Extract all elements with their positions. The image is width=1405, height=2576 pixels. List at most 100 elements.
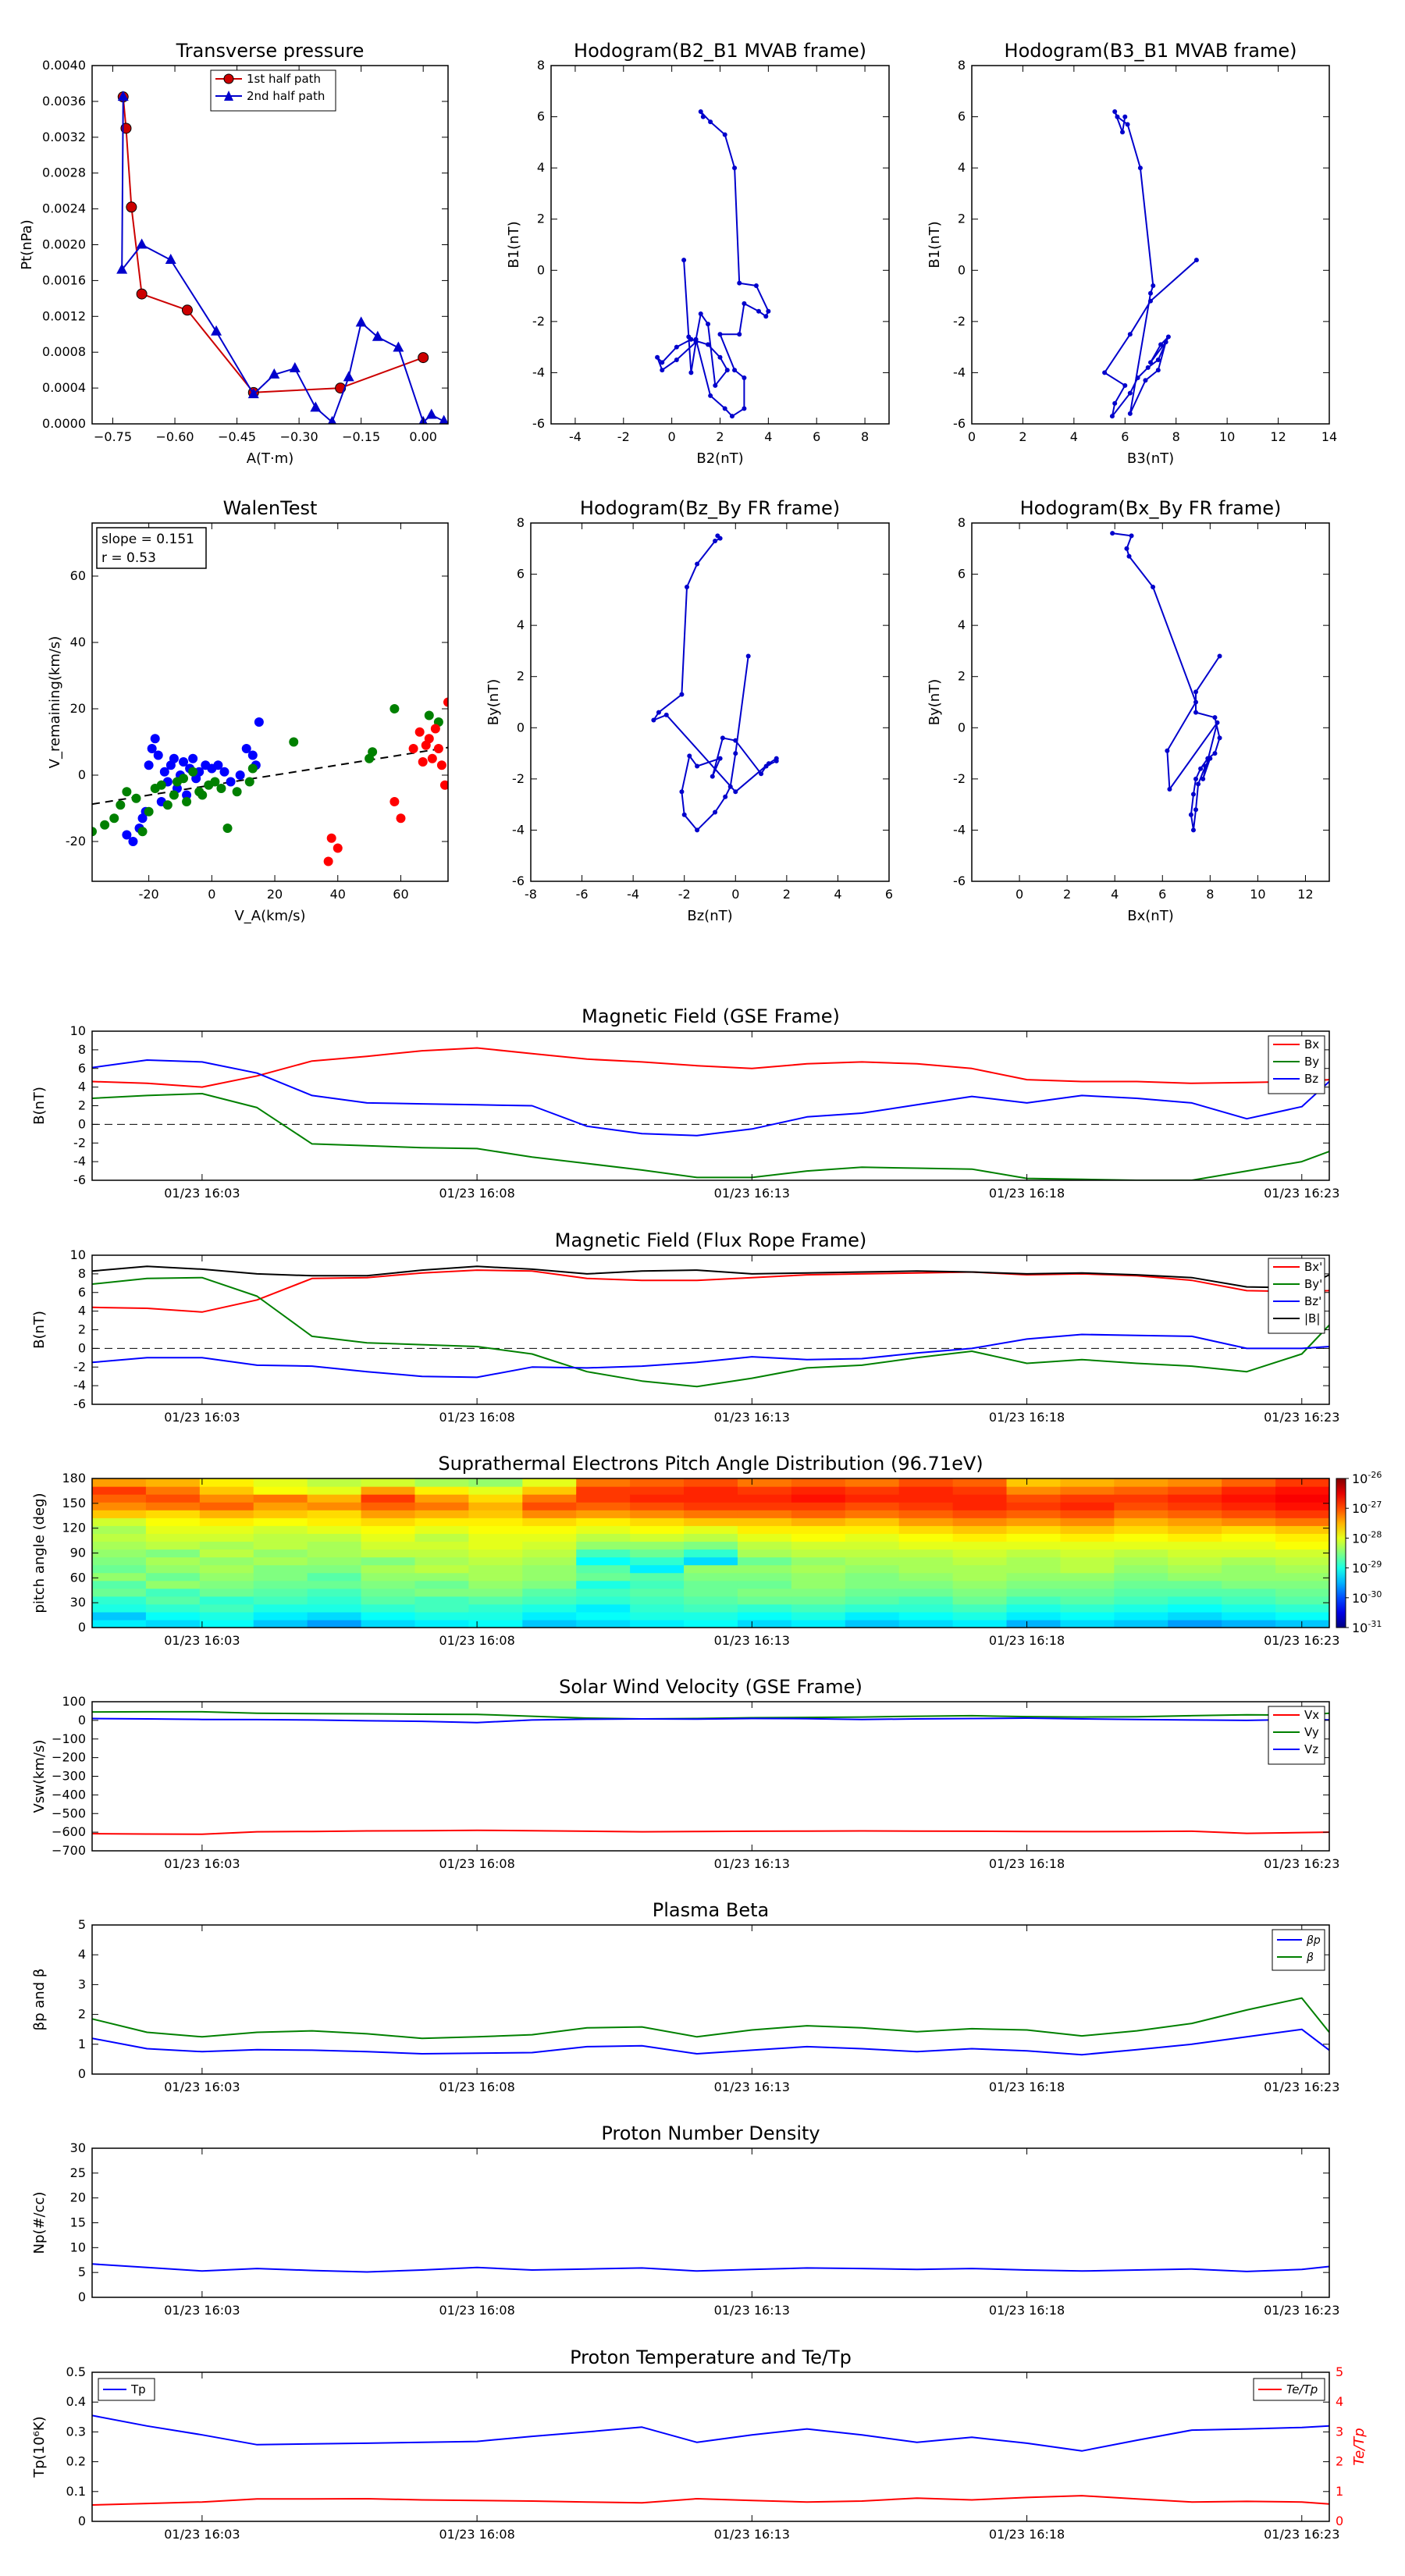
heatmap-cell xyxy=(1006,1611,1062,1621)
x-tick-label: 01/23 16:13 xyxy=(714,1186,790,1201)
data-point xyxy=(116,263,128,274)
heatmap-cell xyxy=(630,1478,685,1487)
heatmap-cell xyxy=(791,1611,846,1621)
x-tick-label: 01/23 16:13 xyxy=(714,2303,790,2318)
data-point xyxy=(724,368,730,373)
fit-line xyxy=(92,746,448,806)
legend-entry: Bx xyxy=(1304,1037,1319,1051)
heatmap-cell xyxy=(253,1525,308,1534)
heatmap-cell xyxy=(468,1502,523,1510)
heatmap-cell xyxy=(1006,1549,1062,1558)
plot-frame xyxy=(91,522,449,882)
heatmap-cell xyxy=(414,1510,469,1518)
x-tick-label: 0.00 xyxy=(409,429,437,444)
chart-title: Hodogram(B3_B1 MVAB frame) xyxy=(1005,40,1297,62)
y-tick-label: 0.0036 xyxy=(42,94,86,109)
heatmap-cell xyxy=(576,1541,631,1550)
heatmap-cell xyxy=(92,1494,147,1503)
heatmap-cell xyxy=(1006,1494,1062,1503)
heatmap-cell xyxy=(145,1510,201,1518)
x-tick-label: −0.75 xyxy=(94,429,132,444)
scatter-point xyxy=(216,784,226,793)
y-tick-label: 0.0024 xyxy=(42,201,86,216)
heatmap-cell xyxy=(791,1517,846,1526)
heatmap-cell xyxy=(414,1588,469,1597)
heatmap-cell xyxy=(253,1486,308,1495)
x-axis-label: Bx(nT) xyxy=(1127,908,1173,924)
heatmap-cell xyxy=(307,1478,362,1487)
heatmap-cell xyxy=(898,1611,954,1621)
scatter-point xyxy=(439,780,448,790)
colorbar-label: 10-31 xyxy=(1352,1619,1382,1635)
data-point xyxy=(774,756,779,761)
heatmap-cell xyxy=(576,1525,631,1534)
heatmap-cell xyxy=(576,1611,631,1621)
y-axis-label: Pt(nPa) xyxy=(19,219,35,269)
heatmap-cell xyxy=(414,1541,469,1550)
x-tick-label: 01/23 16:23 xyxy=(1264,1633,1339,1648)
y-tick-label: 0 xyxy=(78,2514,86,2528)
heatmap-cell xyxy=(791,1525,846,1534)
heatmap-cell xyxy=(1006,1572,1062,1582)
heatmap-cell xyxy=(361,1525,416,1534)
heatmap-cell xyxy=(1060,1494,1115,1503)
y-tick-label: −200 xyxy=(52,1750,86,1765)
chart-hodo4: Hodogram(Bx_By FR frame) 0 2 4 6 8 10 12 -6 -4 -2 0… xyxy=(927,497,1330,924)
x-tick-label: 01/23 16:08 xyxy=(439,1856,514,1871)
heatmap-cell xyxy=(737,1486,792,1495)
heatmap-cell xyxy=(1060,1502,1115,1510)
heatmap-cell xyxy=(253,1549,308,1558)
y-tick-label: -6 xyxy=(512,873,525,888)
x-tick-label: 01/23 16:18 xyxy=(989,1856,1065,1871)
y-tick-label: 6 xyxy=(958,109,966,124)
heatmap-cell xyxy=(414,1572,469,1582)
data-point xyxy=(1155,368,1161,373)
data-point xyxy=(745,653,751,659)
heatmap-cell xyxy=(1168,1510,1222,1518)
y-tick-label: -4 xyxy=(73,1154,86,1169)
plot-frame xyxy=(91,1030,1330,1181)
legend: Bx By Bz xyxy=(1268,1035,1325,1094)
heatmap-cell xyxy=(1060,1517,1115,1526)
heatmap-cell xyxy=(737,1525,792,1534)
x-tick-label: 40 xyxy=(330,887,346,902)
data-point xyxy=(1148,290,1153,296)
heatmap-cell xyxy=(898,1603,954,1613)
heatmap-cell xyxy=(468,1564,523,1574)
heatmap-cell xyxy=(898,1517,954,1526)
heatmap-cell xyxy=(684,1557,738,1566)
heatmap-cell xyxy=(791,1580,846,1589)
heatmap-cell xyxy=(737,1502,792,1510)
heatmap-cell xyxy=(1222,1549,1276,1558)
heatmap-cell xyxy=(791,1549,846,1558)
heatmap-cell xyxy=(1006,1525,1062,1534)
heatmap-cell xyxy=(468,1580,523,1589)
heatmap-cell xyxy=(92,1611,147,1621)
heatmap-cell xyxy=(361,1557,416,1566)
series-line-3 xyxy=(92,1717,1329,1724)
heatmap-cell xyxy=(1222,1580,1276,1589)
x-tick-label: 14 xyxy=(1321,429,1337,444)
data-point xyxy=(695,561,700,567)
y-tick-label: -6 xyxy=(532,416,545,431)
heatmap-cell xyxy=(630,1603,685,1613)
heatmap-cell xyxy=(845,1580,900,1589)
scatter-point xyxy=(109,813,119,824)
series-line-3 xyxy=(92,1333,1329,1379)
data-point xyxy=(732,368,738,373)
y-tick-label: −400 xyxy=(52,1787,86,1802)
plot-frame xyxy=(971,65,1330,425)
heatmap-cell xyxy=(145,1478,201,1487)
heatmap-cell xyxy=(1168,1533,1222,1542)
heatmap-cell xyxy=(522,1533,577,1542)
heatmap-cell xyxy=(684,1494,738,1503)
data-point xyxy=(1124,546,1129,551)
data-point xyxy=(1137,165,1143,171)
heatmap-cell xyxy=(1168,1564,1222,1574)
x-tick-label: 01/23 16:08 xyxy=(439,2080,514,2094)
y-tick-label: 60 xyxy=(70,568,86,583)
heatmap-cell xyxy=(898,1541,954,1550)
y-tick-label: 5 xyxy=(78,2265,86,2279)
heatmap-cell xyxy=(145,1580,201,1589)
data-point xyxy=(717,332,723,337)
